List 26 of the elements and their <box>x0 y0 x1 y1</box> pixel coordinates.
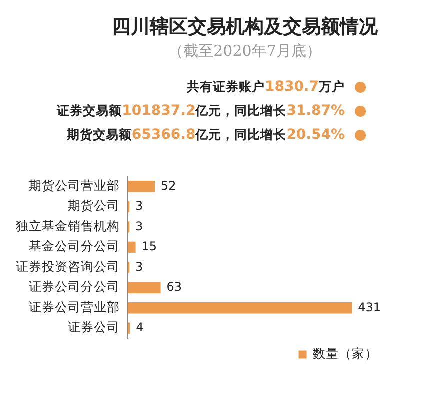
legend-label: 数量（家） <box>313 346 378 361</box>
data-label: 4 <box>136 320 144 334</box>
text: 证券交易额101837.2亿元，同比增长31.87% <box>57 102 345 118</box>
data-label: 3 <box>136 219 144 234</box>
y-tick-label: 独立基金销售机构 <box>16 218 120 234</box>
y-tick-label: 证券公司分公司 <box>29 279 120 294</box>
y-tick-label: 期货公司 <box>68 198 120 214</box>
chart-title: 四川辖区交易机构及交易额情况 <box>111 15 379 40</box>
text: 期货交易额65366.8亿元，同比增长20.54% <box>66 126 345 142</box>
bar <box>128 302 352 314</box>
text: 共有证券账户1830.7万户 <box>186 78 345 94</box>
data-label: 63 <box>166 280 182 294</box>
chart-subtitle: （截至2020年7月底） <box>168 42 322 61</box>
data-label: 431 <box>358 300 382 314</box>
y-tick-label: 证券投资咨询公司 <box>16 258 120 274</box>
data-label: 3 <box>136 260 144 274</box>
data-label: 3 <box>136 199 144 213</box>
y-tick-label: 证券公司 <box>68 320 120 335</box>
y-tick-label: 证券公司营业部 <box>29 299 120 314</box>
bar <box>128 242 136 253</box>
data-label: 15 <box>142 240 158 254</box>
bar <box>128 181 156 192</box>
y-tick-label: 期货公司营业部 <box>29 178 120 193</box>
bar <box>128 282 161 294</box>
y-tick-label: 基金公司分公司 <box>29 238 120 254</box>
data-label: 52 <box>161 178 176 193</box>
